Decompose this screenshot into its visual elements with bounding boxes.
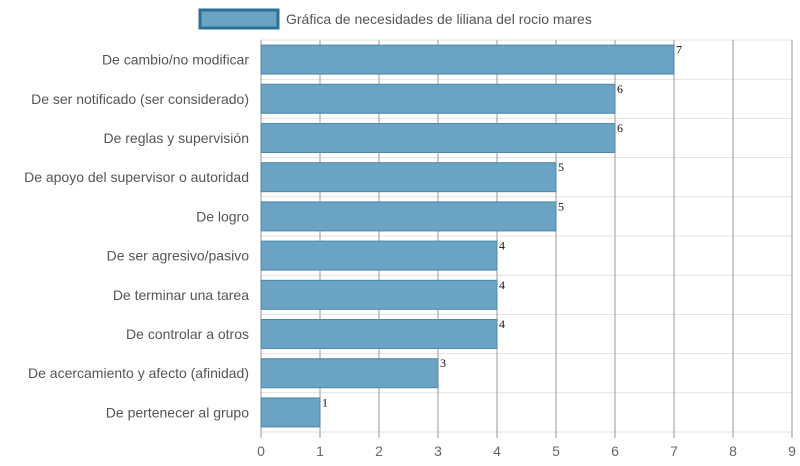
x-tick-label: 0: [257, 443, 265, 459]
bars: [260, 44, 675, 428]
x-tick-label: 8: [729, 443, 737, 459]
x-tick-label: 5: [552, 443, 560, 459]
x-axis-ticks: 0 1 2 3 4 5 6 7 8 9: [257, 443, 796, 459]
data-label: 5: [558, 199, 564, 213]
category-label: De ser agresivo/pasivo: [107, 248, 250, 264]
bar[interactable]: [260, 318, 498, 350]
legend: Gráfica de necesidades de liliana del ro…: [198, 8, 592, 30]
data-label: 7: [676, 43, 682, 57]
data-label: 4: [499, 317, 505, 331]
legend-swatch: [198, 8, 280, 30]
x-tick-label: 2: [375, 443, 383, 459]
bar[interactable]: [260, 201, 557, 232]
category-label: De logro: [196, 208, 249, 224]
data-labels: 7 6 6 5 5 4 4 4 3 1: [322, 43, 682, 410]
x-tick-label: 4: [493, 443, 501, 459]
data-label: 4: [499, 239, 505, 253]
category-label: De apoyo del supervisor o autoridad: [24, 169, 249, 185]
category-label: De ser notificado (ser considerado): [31, 91, 249, 107]
bar[interactable]: [260, 83, 616, 114]
bar[interactable]: [260, 122, 616, 154]
data-label: 1: [322, 395, 328, 409]
category-label: De reglas y supervisión: [103, 130, 249, 146]
bar[interactable]: [260, 240, 498, 271]
legend-label: Gráfica de necesidades de liliana del ro…: [286, 11, 592, 27]
data-label: 6: [617, 82, 623, 96]
data-label: 4: [499, 278, 505, 292]
x-tick-label: 9: [788, 443, 796, 459]
data-label: 5: [558, 160, 564, 174]
x-tick-label: 6: [611, 443, 619, 459]
x-tick-label: 7: [670, 443, 678, 459]
bar[interactable]: [260, 162, 557, 193]
category-label: De cambio/no modificar: [102, 52, 249, 68]
bar[interactable]: [260, 358, 439, 389]
bar[interactable]: [260, 279, 498, 310]
data-label: 3: [440, 356, 446, 370]
x-tick-label: 3: [434, 443, 442, 459]
category-label: De controlar a otros: [126, 326, 249, 342]
x-tick-label: 1: [316, 443, 324, 459]
category-label: De pertenecer al grupo: [106, 404, 249, 420]
bar[interactable]: [260, 397, 321, 428]
category-label: De acercamiento y afecto (afinidad): [28, 365, 249, 381]
data-label: 6: [617, 121, 623, 135]
y-axis-labels: De cambio/no modificar De ser notificado …: [24, 52, 249, 421]
category-label: De terminar una tarea: [113, 287, 249, 303]
bar[interactable]: [260, 44, 675, 75]
